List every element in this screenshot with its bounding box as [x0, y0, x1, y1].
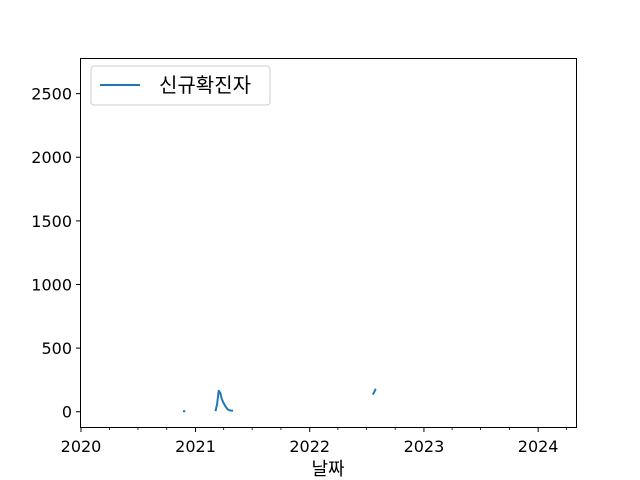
legend-box: [90, 65, 271, 106]
x-axis-label: 날짜: [311, 459, 345, 480]
y-tick-label: 2000: [31, 148, 72, 167]
legend: 신규확진자: [90, 65, 271, 106]
series-line-segment: [214, 389, 234, 412]
x-tick-label: 2020: [61, 437, 102, 456]
y-tick-label: 1500: [31, 212, 72, 231]
legend-entry-label: 신규확진자: [159, 73, 251, 97]
y-tick-label: 1000: [31, 275, 72, 294]
x-tick-label: 2024: [518, 437, 559, 456]
plot-frame: [80, 58, 577, 428]
y-tick-label: 2500: [31, 85, 72, 104]
y-tick-label: 500: [41, 339, 72, 358]
series-line-segment: [372, 388, 377, 396]
x-tick-label: 2023: [404, 437, 445, 456]
x-tick-label: 2022: [289, 437, 330, 456]
plot-area: [182, 388, 377, 413]
y-axis: 0 500 1000 1500 2000 2500: [31, 85, 81, 422]
x-axis: 2020 2021 2022 2023 2024: [61, 427, 568, 456]
x-tick-label: 2021: [175, 437, 216, 456]
y-tick-label: 0: [62, 403, 72, 422]
